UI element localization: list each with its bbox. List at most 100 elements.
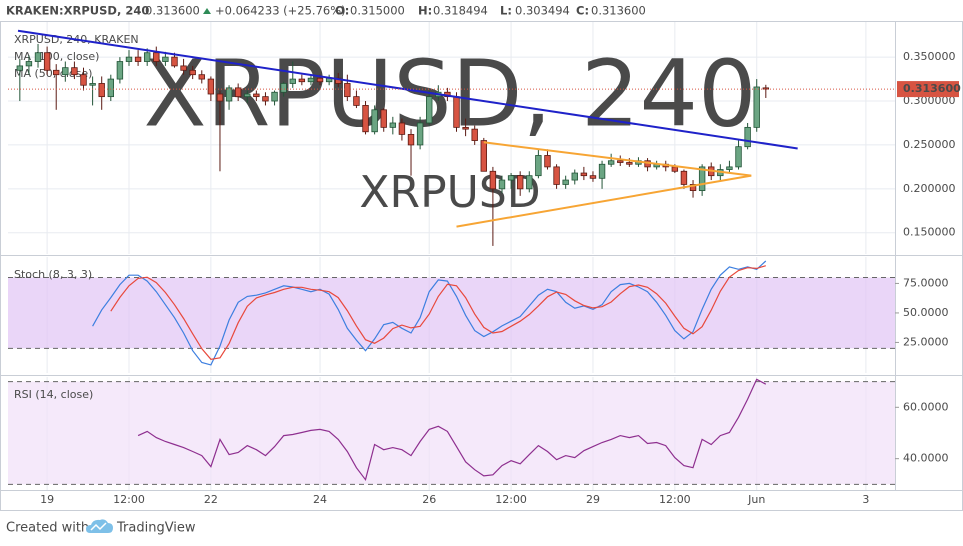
candle-body	[198, 74, 205, 80]
footer-text: Created with	[6, 521, 89, 536]
y-tick-label: 0.200000	[903, 182, 956, 195]
y-tick-label: 25.0000	[903, 335, 949, 348]
ohlc-value: 0.315000	[350, 4, 405, 18]
candle-body	[25, 61, 33, 67]
x-tick-label: 29	[586, 493, 600, 506]
last-price: 0.313600	[145, 4, 200, 18]
candle-body	[316, 77, 324, 83]
candle-body	[580, 172, 588, 177]
candle-body	[34, 52, 42, 62]
y-tick-label: 60.0000	[903, 400, 949, 413]
candle-body	[471, 128, 478, 141]
candle-body	[407, 133, 415, 146]
candle-body	[116, 61, 124, 80]
candle-body	[225, 87, 233, 102]
candle-body	[526, 175, 533, 190]
ohlc-value: 0.303494	[515, 4, 570, 18]
candle-body	[53, 69, 60, 76]
x-tick-label: 12:00	[113, 493, 145, 506]
last-price-tag	[897, 81, 959, 98]
candle-body	[134, 56, 142, 62]
candle-body	[371, 109, 378, 133]
trend-line	[456, 174, 752, 228]
logo-mark	[90, 522, 107, 531]
x-tick-label: 3	[862, 493, 869, 506]
candle-body	[271, 91, 278, 102]
footer-brand: TradingView	[116, 521, 196, 536]
candle-body	[362, 105, 369, 133]
change: +0.064233 (+25.76%)	[215, 4, 346, 18]
candle-body	[535, 155, 542, 177]
candle-body	[453, 96, 460, 128]
candle-body	[153, 52, 160, 62]
candle-body	[398, 122, 406, 135]
band	[8, 277, 895, 349]
indicator-line	[137, 378, 767, 482]
candle-body	[598, 163, 606, 179]
candle-body	[589, 175, 597, 179]
candle-body	[416, 122, 424, 146]
candle-body	[480, 140, 487, 172]
candle-body	[289, 78, 296, 84]
pane: 40.0000 60.0000 RSI (14, close)	[8, 378, 949, 485]
ohlc-value: 0.318494	[433, 4, 488, 18]
candle-body	[262, 96, 269, 102]
candle-body	[626, 162, 633, 165]
candle-body	[489, 170, 497, 190]
candle-body	[753, 86, 760, 128]
candle-body	[544, 155, 551, 168]
logo	[86, 519, 113, 533]
candle-body	[189, 69, 196, 76]
candle-body	[617, 160, 624, 163]
y-tick-label: 75.0000	[903, 276, 949, 289]
watermark: XRPUSD	[359, 167, 540, 218]
y-tick-label: 40.0000	[903, 452, 949, 465]
candle-body	[744, 126, 751, 148]
candle-body	[380, 109, 387, 128]
y-tick-label: 0.250000	[903, 138, 956, 151]
ohlc-label: L:	[500, 4, 512, 18]
indicator-line	[110, 265, 766, 360]
candle-body	[389, 122, 397, 128]
pane: 0.150000 0.200000 0.250000 0.300000 0.350000…	[8, 29, 961, 246]
candle-body	[426, 96, 433, 124]
candle-body	[680, 170, 688, 185]
candle-body	[89, 83, 96, 86]
candle-body	[507, 175, 515, 181]
candle-body	[253, 93, 260, 98]
candle-body	[107, 78, 115, 98]
candle-body	[671, 166, 679, 172]
x-tick-label: 19	[40, 493, 54, 506]
candle-body	[344, 83, 351, 98]
candle-body	[62, 67, 69, 76]
trend-line	[483, 141, 752, 177]
candle-body	[234, 87, 242, 98]
footer: Created with TradingView	[6, 519, 196, 536]
candle-body	[162, 56, 169, 62]
ohlc-label: O:	[335, 4, 349, 18]
candle-body	[689, 184, 697, 191]
candle-body	[562, 179, 569, 185]
y-tick-label: 0.300000	[903, 94, 956, 107]
candle-body	[762, 87, 770, 90]
candle-body	[207, 78, 215, 95]
candle-body	[143, 52, 151, 62]
candle-body	[43, 52, 51, 71]
ohlc-value: 0.313600	[591, 4, 646, 18]
x-tick-label: 12:00	[495, 493, 527, 506]
candle-body	[244, 93, 251, 98]
candle-body	[516, 175, 524, 190]
x-tick-label: 24	[313, 493, 327, 506]
candle-body	[607, 160, 615, 165]
candle-body	[353, 96, 360, 106]
candle-body	[553, 166, 560, 185]
up-icon	[203, 8, 211, 14]
candle-body	[498, 179, 506, 190]
pane: 25.0000 50.0000 75.0000 Stoch (8, 3, 3)	[8, 260, 949, 366]
pane-title: Stoch (8, 3, 3)	[14, 268, 92, 281]
y-tick-label: 0.350000	[903, 50, 956, 63]
indicator-line	[92, 260, 767, 366]
header: KRAKEN:XRPUSD, 240 0.313600 +0.064233 (+…	[6, 4, 346, 18]
candle-body	[698, 166, 706, 191]
